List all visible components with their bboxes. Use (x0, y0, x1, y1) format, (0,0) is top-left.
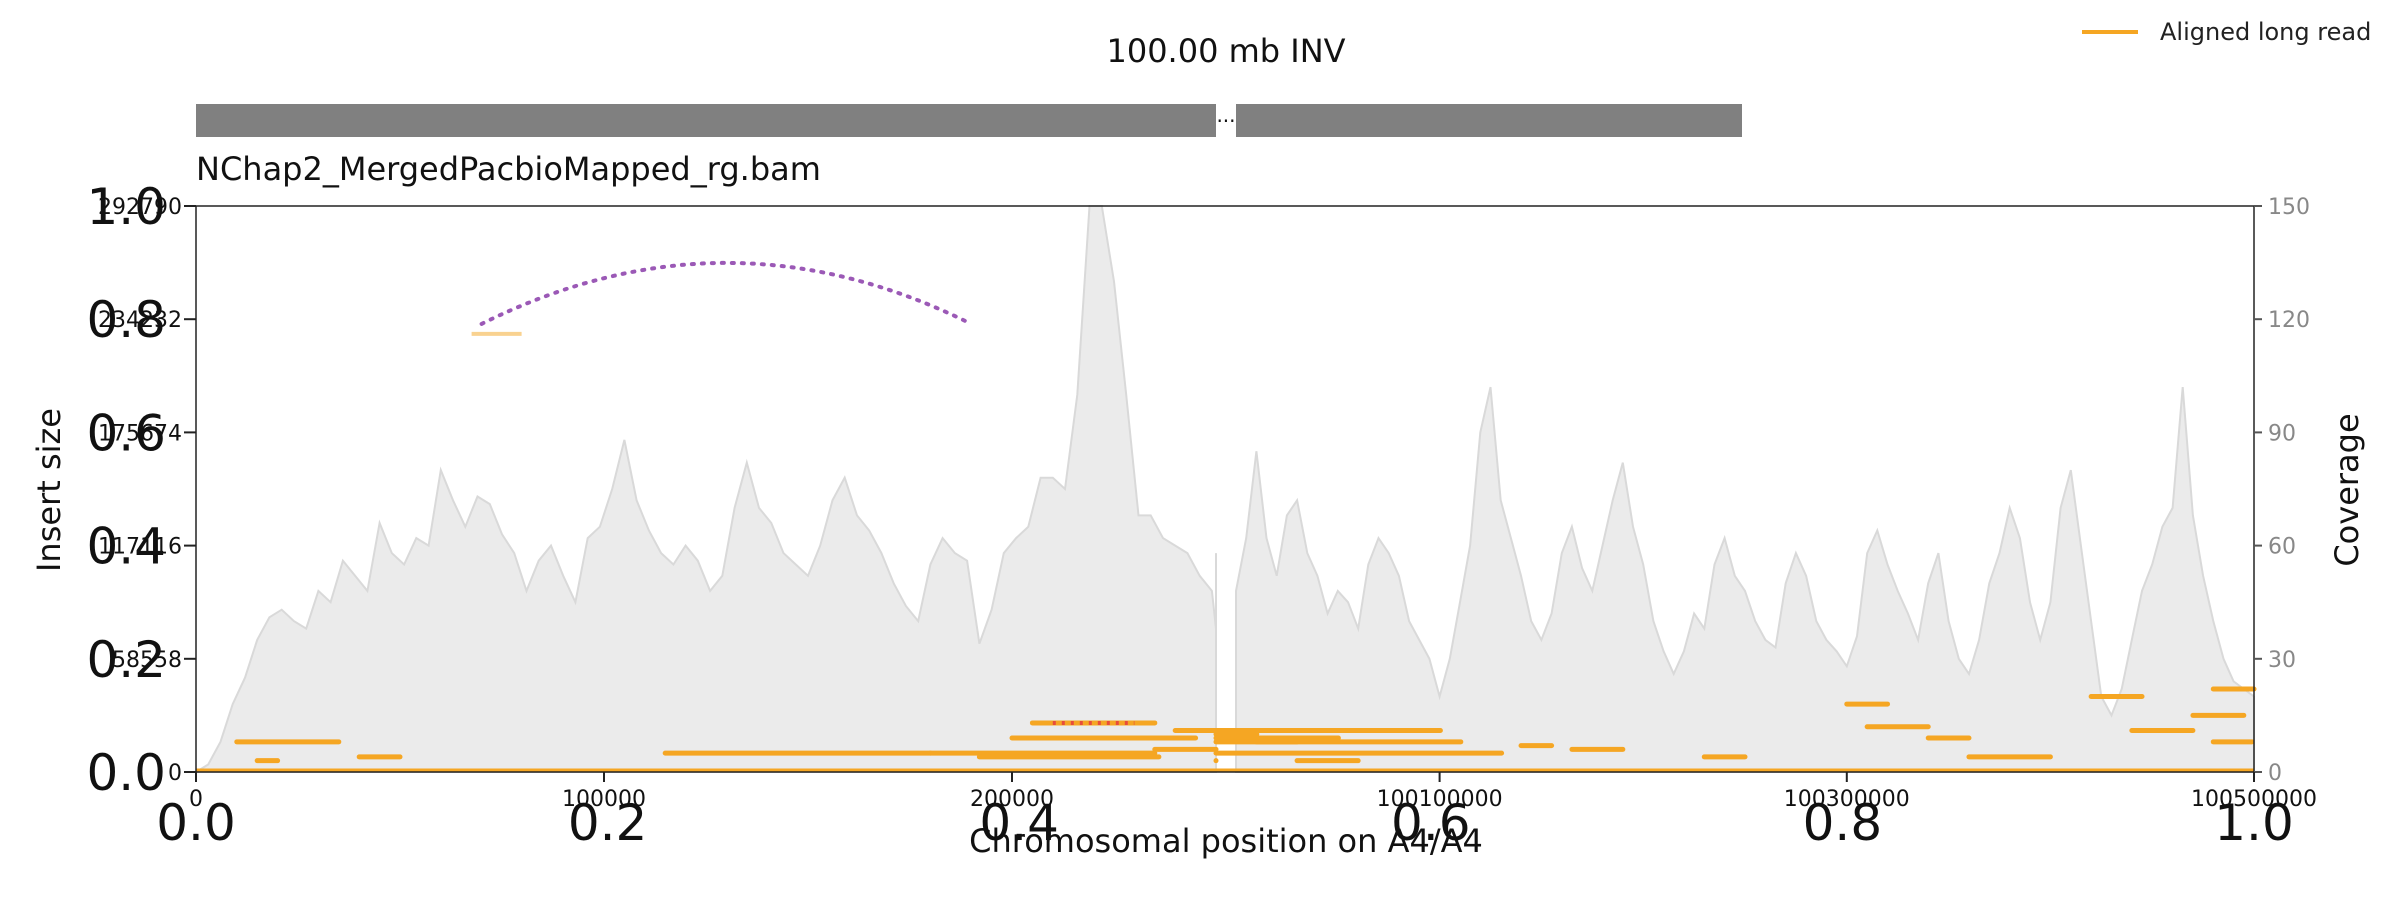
coverage-area-left (192, 205, 1217, 773)
legend: Aligned long read (2082, 16, 2371, 48)
coverage-tick-label: 30 (2268, 648, 2296, 673)
coverage-tick-label: 90 (2268, 421, 2296, 446)
insert-size-tick-label: 58558 (112, 648, 182, 673)
insert-size-tick-label: 0 (168, 761, 182, 786)
overlay-x-tick-label: 1.0 (2214, 794, 2294, 852)
x-axis-label: Chromosomal position on A4/A4 (969, 822, 1483, 860)
y-axis-label-left: Insert size (30, 408, 68, 572)
position-axis: 0 100000 200000 100100000 100300000 100500000 (189, 772, 2317, 812)
segment-break-marker: ... (1216, 103, 1235, 127)
position-tick-label: 100000 (562, 787, 646, 812)
legend-label: Aligned long read (2160, 18, 2372, 46)
overlay-x-tick-label: 0.8 (1803, 794, 1883, 852)
coverage-tick-label: 120 (2268, 308, 2310, 333)
ideogram-segment-left (196, 104, 1216, 137)
overlay-x-tick-label: 0.4 (979, 794, 1059, 852)
aligned-reads (196, 686, 2257, 772)
coverage-area-right (1235, 386, 2255, 773)
plot-frame (195, 205, 2255, 773)
overlay-x-tick-label: 0.2 (568, 794, 648, 852)
position-tick-label: 100500000 (2191, 787, 2317, 812)
ideogram-segment-right (1236, 104, 1742, 137)
overlay-y-tick-label: 0.6 (86, 404, 166, 462)
position-tick-label: 200000 (970, 787, 1054, 812)
y-axis-label-right: Coverage (2328, 413, 2366, 566)
insert-size-tick-label: 234232 (98, 308, 182, 333)
overlay-x-axis: 0.0 0.2 0.4 0.6 0.8 1.0 (156, 794, 2294, 852)
insert-size-axis: 0 58558 117116 175674 234232 292790 (98, 195, 196, 786)
inversion-arc-path (479, 261, 974, 326)
position-tick-label: 100100000 (1377, 787, 1503, 812)
coverage-tick-label: 60 (2268, 535, 2296, 560)
bam-file-label: NChap2_MergedPacbioMapped_rg.bam (196, 150, 821, 188)
coverage-axis: 0 30 60 90 120 150 (2254, 195, 2310, 786)
legend-swatch (2082, 30, 2138, 34)
insert-size-tick-label: 117116 (98, 535, 182, 560)
chart-title: 100.00 mb INV (1106, 32, 1345, 70)
overlay-y-tick-label: 0.8 (86, 291, 166, 349)
inversion-arc (471, 261, 1135, 725)
overlay-y-tick-label: 0.2 (86, 631, 166, 689)
insert-size-tick-label: 292790 (98, 195, 182, 220)
overlay-y-tick-label: 1.0 (86, 178, 166, 236)
chromosome-ideogram: ... (196, 103, 1742, 137)
overlay-y-tick-label: 0.4 (86, 518, 166, 576)
position-tick-label: 100300000 (1784, 787, 1910, 812)
overlay-x-tick-label: 0.0 (156, 794, 236, 852)
coverage-series-left (192, 205, 1217, 773)
position-tick-label: 0 (189, 787, 203, 812)
overlay-y-tick-label: 0.0 (86, 744, 166, 802)
overlay-y-axis: 0.0 0.2 0.4 0.6 0.8 1.0 (86, 178, 166, 802)
coverage-series-right (1235, 386, 2255, 773)
coverage-tick-label: 150 (2268, 195, 2310, 220)
overlay-x-tick-label: 0.6 (1391, 794, 1471, 852)
coverage-tick-label: 0 (2268, 761, 2282, 786)
insert-size-tick-label: 175674 (98, 421, 182, 446)
